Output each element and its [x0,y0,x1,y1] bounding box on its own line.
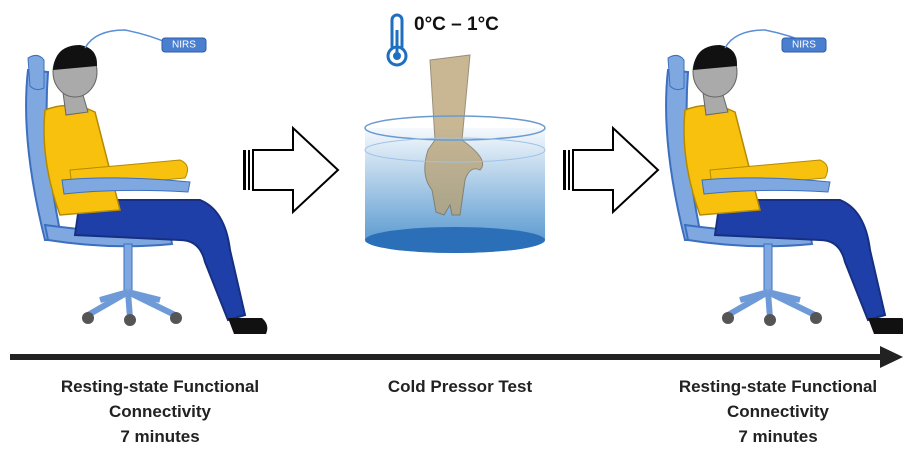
stage-label: 7 minutes [738,427,817,446]
participant-left: NIRS [26,30,267,334]
stage-label: 7 minutes [120,427,199,446]
stage-label: Resting-state Functional [61,377,259,396]
stage-label: Resting-state Functional [679,377,877,396]
arrow [563,128,658,212]
arrow [243,128,338,212]
stage-label: Connectivity [109,402,212,421]
diagram: NIRS 0°C – 1°C NIRS Resting-state Functi… [0,0,903,449]
temperature: 0°C – 1°C [414,14,499,35]
timeline [10,346,903,368]
cold-pressor: 0°C – 1°C [365,14,545,253]
stage-label: Cold Pressor Test [388,377,533,396]
participant-right: NIRS [666,30,903,334]
device-label: NIRS [172,40,196,51]
stage-label: Connectivity [727,402,830,421]
device-label: NIRS [792,40,816,51]
